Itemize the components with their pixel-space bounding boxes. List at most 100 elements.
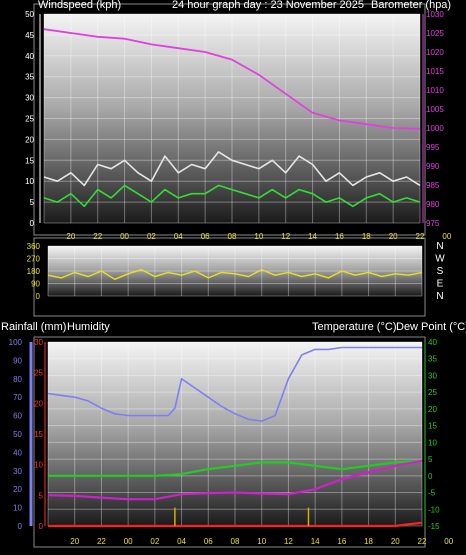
compass-label: N: [436, 291, 443, 302]
windspeed-tick-label: 40: [25, 52, 34, 61]
windspeed-tick-label: 0: [30, 219, 35, 228]
temperature-tick-label: 40: [428, 338, 437, 347]
direction-tick-label: 360: [27, 242, 41, 251]
x-tick-label: 14: [308, 232, 317, 241]
rainfall-line: [48, 521, 423, 528]
windspeed-tick-label: 15: [25, 156, 34, 165]
compass-label: E: [437, 279, 444, 290]
x-tick-label: 08: [228, 232, 237, 241]
temperature-tick-label: 30: [428, 371, 437, 380]
dewpoint-axis-title: Dew Point (°C): [396, 321, 466, 333]
direction-tick-label: 270: [27, 255, 41, 264]
humidity-line: [47, 346, 422, 422]
barometer-axis-title: Barometer (hpa): [371, 0, 452, 11]
x-tick-label: 06: [201, 232, 210, 241]
wind-average-line: [43, 184, 421, 208]
barometer-tick-label: 1010: [426, 86, 444, 95]
rainfall-tick-label: 20: [34, 399, 43, 408]
barometer-line: [43, 28, 421, 130]
humidity-tick-label: 80: [13, 375, 22, 384]
windspeed-tick-label: 25: [25, 115, 34, 124]
compass-label: W: [435, 254, 445, 265]
x-tick-label: 02: [147, 232, 156, 241]
humidity-axis-title: Humidity: [67, 321, 110, 333]
humidity-tick-label: 90: [13, 356, 22, 365]
compass-label: N: [436, 241, 443, 252]
x-tick-label: 16: [337, 537, 346, 546]
x-tick-label: 10: [254, 232, 263, 241]
windspeed-tick-label: 35: [25, 73, 34, 82]
dewpoint-line: [47, 459, 423, 501]
barometer-tick-label: 1005: [426, 105, 444, 114]
x-tick-label: 02: [150, 537, 159, 546]
direction-tick-label: 90: [31, 280, 40, 289]
x-tick-label: 22: [418, 537, 427, 546]
x-tick-label: 04: [177, 537, 186, 546]
barometer-tick-label: 985: [426, 181, 440, 190]
x-tick-label: 20: [66, 232, 75, 241]
windspeed-tick-label: 10: [25, 177, 34, 186]
x-tick-label: 08: [231, 537, 240, 546]
x-tick-label: 00: [120, 232, 129, 241]
windspeed-tick-label: 50: [25, 10, 34, 19]
windspeed-axis-title: Windspeed (kph): [38, 0, 122, 11]
chart-title: 24 hour graph day : 23 November 2025: [172, 0, 365, 11]
x-tick-label: 18: [362, 232, 371, 241]
windspeed-tick-label: 45: [25, 31, 34, 40]
humidity-tick-label: 100: [9, 338, 23, 347]
temperature-tick-label: 35: [428, 355, 437, 364]
barometer-tick-label: 1015: [426, 67, 444, 76]
windspeed-tick-label: 30: [25, 94, 34, 103]
plot-area-2: [48, 246, 422, 296]
x-tick-label: 20: [389, 232, 398, 241]
temperature-line: [48, 459, 423, 477]
x-tick-label: 22: [97, 537, 106, 546]
temperature-tick-label: 15: [428, 422, 437, 431]
rainfall-tick-label: 10: [34, 461, 43, 470]
x-tick-label: 22: [416, 232, 425, 241]
x-tick-label: 20: [391, 537, 400, 546]
temperature-tick-label: -15: [428, 522, 440, 531]
x-tick-label: 00: [124, 537, 133, 546]
barometer-tick-label: 990: [426, 162, 440, 171]
humidity-tick-label: 0: [18, 522, 23, 531]
humidity-tick-label: 30: [13, 467, 22, 476]
x-tick-label: 00: [442, 232, 451, 241]
temperature-tick-label: 20: [428, 405, 437, 414]
barometer-tick-label: 1025: [426, 29, 444, 38]
barometer-tick-label: 980: [426, 200, 440, 209]
x-tick-label: 18: [364, 537, 373, 546]
rainfall-tick-label: 0: [39, 522, 44, 531]
x-tick-label: 00: [444, 537, 453, 546]
temperature-tick-label: 25: [428, 388, 437, 397]
barometer-tick-label: 1020: [426, 48, 444, 57]
rainfall-tick-label: 5: [39, 491, 44, 500]
temperature-tick-label: 10: [428, 438, 437, 447]
temperature-tick-label: -10: [428, 505, 440, 514]
x-tick-label: 06: [204, 537, 213, 546]
direction-tick-label: 0: [36, 292, 41, 301]
barometer-tick-label: 1030: [426, 10, 444, 19]
wind-gust-line: [43, 151, 421, 187]
direction-tick-label: 180: [27, 267, 41, 276]
compass-label: S: [437, 266, 444, 277]
barometer-tick-label: 1000: [426, 124, 444, 133]
windspeed-tick-label: 5: [30, 198, 35, 207]
temperature-tick-label: 5: [428, 455, 433, 464]
rainfall-tick-label: 30: [34, 338, 43, 347]
humidity-tick-label: 20: [13, 485, 22, 494]
humidity-tick-label: 70: [13, 393, 22, 402]
plot-area-1: [44, 14, 420, 223]
humidity-tick-label: 10: [13, 504, 22, 513]
rainfall-tick-label: 25: [34, 369, 43, 378]
humidity-tick-label: 40: [13, 448, 22, 457]
x-tick-label: 04: [174, 232, 183, 241]
rainfall-axis-title: Rainfall (mm): [1, 321, 67, 333]
x-tick-label: 12: [281, 232, 290, 241]
wind-direction-line: [47, 268, 423, 280]
x-tick-label: 22: [93, 232, 102, 241]
plot-area-3: [48, 342, 422, 526]
barometer-tick-label: 975: [426, 219, 440, 228]
temperature-axis-title: Temperature (°C): [312, 321, 397, 333]
